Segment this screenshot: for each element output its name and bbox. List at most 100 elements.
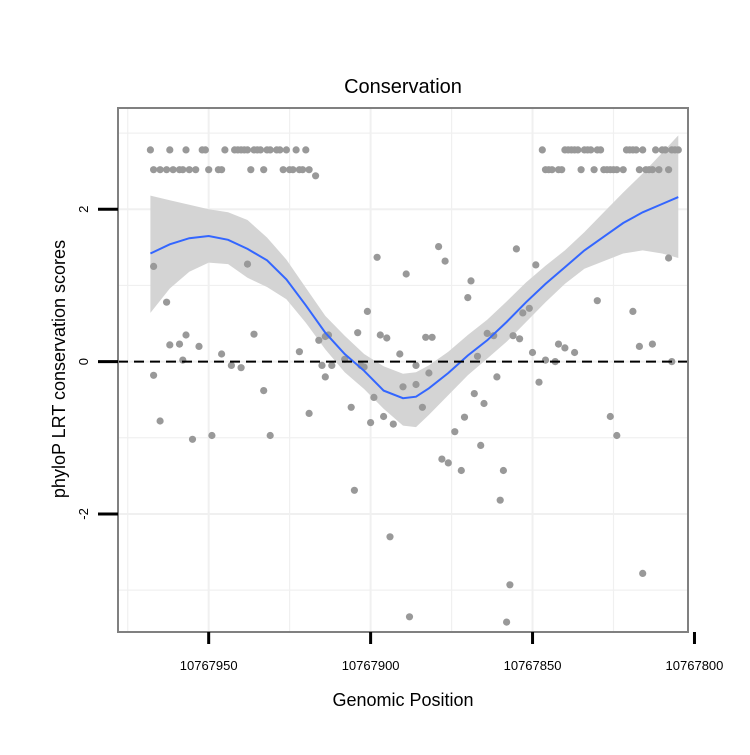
data-point bbox=[243, 146, 252, 154]
data-point bbox=[321, 373, 329, 381]
data-point bbox=[150, 166, 158, 174]
data-point bbox=[150, 262, 158, 270]
data-point bbox=[260, 387, 268, 395]
data-point bbox=[639, 569, 647, 578]
data-point bbox=[480, 399, 488, 408]
data-point bbox=[665, 254, 673, 262]
panel-border bbox=[117, 107, 689, 633]
data-point bbox=[457, 466, 465, 475]
data-point bbox=[538, 146, 546, 154]
data-point bbox=[218, 350, 226, 358]
data-point bbox=[606, 412, 614, 421]
data-point bbox=[250, 330, 258, 338]
data-point bbox=[655, 166, 663, 174]
data-point bbox=[373, 253, 381, 261]
data-point bbox=[648, 166, 657, 174]
data-point bbox=[418, 403, 426, 411]
y-tick-label: -2 bbox=[76, 508, 91, 520]
data-point bbox=[470, 390, 478, 398]
data-point bbox=[422, 333, 430, 341]
data-point bbox=[532, 261, 540, 269]
data-point bbox=[146, 146, 154, 154]
data-point bbox=[571, 348, 579, 357]
data-point bbox=[295, 348, 303, 356]
data-point bbox=[350, 486, 358, 494]
data-point bbox=[237, 364, 245, 372]
y-tick-label: 2 bbox=[76, 206, 91, 213]
data-point bbox=[166, 341, 174, 349]
data-point bbox=[318, 361, 326, 369]
data-point bbox=[188, 435, 197, 443]
data-point bbox=[205, 166, 213, 174]
data-point bbox=[525, 304, 533, 312]
smooth-trend-line bbox=[149, 196, 679, 400]
y-axis-label: phyloP LRT conservation scores bbox=[49, 240, 69, 498]
data-point bbox=[156, 166, 164, 174]
data-point bbox=[312, 172, 320, 180]
data-point bbox=[412, 380, 420, 389]
data-point bbox=[402, 270, 410, 278]
data-point bbox=[279, 166, 287, 174]
x-tick-label: 10767950 bbox=[180, 658, 238, 673]
data-point bbox=[156, 417, 164, 425]
data-point bbox=[425, 369, 433, 377]
x-tick-label: 10767900 bbox=[342, 658, 400, 673]
data-point bbox=[276, 146, 284, 154]
data-point bbox=[305, 409, 313, 417]
data-point bbox=[367, 419, 375, 427]
data-point bbox=[561, 344, 569, 352]
data-point bbox=[370, 393, 378, 401]
data-point bbox=[441, 257, 449, 265]
data-point bbox=[305, 166, 313, 174]
data-point bbox=[201, 146, 209, 154]
data-point bbox=[195, 342, 203, 350]
data-point bbox=[347, 403, 355, 411]
data-point bbox=[354, 329, 362, 337]
data-point bbox=[590, 166, 598, 174]
data-point bbox=[629, 307, 637, 315]
data-point bbox=[477, 441, 485, 449]
data-point bbox=[613, 166, 621, 174]
data-point bbox=[166, 146, 174, 154]
data-point bbox=[435, 243, 443, 251]
data-point bbox=[227, 361, 235, 369]
data-point bbox=[182, 146, 190, 154]
data-point bbox=[218, 166, 226, 174]
data-point bbox=[163, 298, 171, 306]
data-point bbox=[460, 413, 469, 421]
data-point bbox=[169, 166, 177, 174]
data-point bbox=[247, 166, 255, 174]
data-point bbox=[438, 455, 446, 463]
data-point bbox=[587, 146, 595, 154]
data-point bbox=[243, 260, 252, 268]
x-tick-label: 10767850 bbox=[504, 658, 562, 673]
x-axis-label: Genomic Position bbox=[332, 690, 473, 710]
data-point bbox=[464, 294, 472, 302]
data-point bbox=[376, 331, 384, 339]
data-point bbox=[548, 166, 556, 174]
data-point bbox=[192, 166, 200, 174]
data-point bbox=[496, 496, 504, 504]
data-point bbox=[632, 146, 640, 154]
data-point bbox=[380, 412, 388, 421]
data-point bbox=[519, 309, 527, 317]
data-point bbox=[282, 146, 290, 154]
data-point bbox=[635, 166, 644, 174]
data-point bbox=[473, 352, 482, 360]
data-point bbox=[674, 146, 682, 154]
data-point bbox=[299, 166, 307, 174]
data-point bbox=[302, 146, 310, 154]
data-point bbox=[412, 361, 420, 369]
data-point bbox=[652, 146, 660, 154]
confidence-ribbon bbox=[150, 135, 679, 428]
data-point bbox=[405, 613, 414, 621]
data-point bbox=[386, 533, 394, 541]
data-point bbox=[208, 431, 216, 440]
data-point bbox=[503, 618, 511, 626]
data-point bbox=[363, 307, 371, 315]
data-point bbox=[661, 146, 669, 154]
data-point bbox=[665, 166, 673, 174]
data-point bbox=[292, 146, 300, 154]
